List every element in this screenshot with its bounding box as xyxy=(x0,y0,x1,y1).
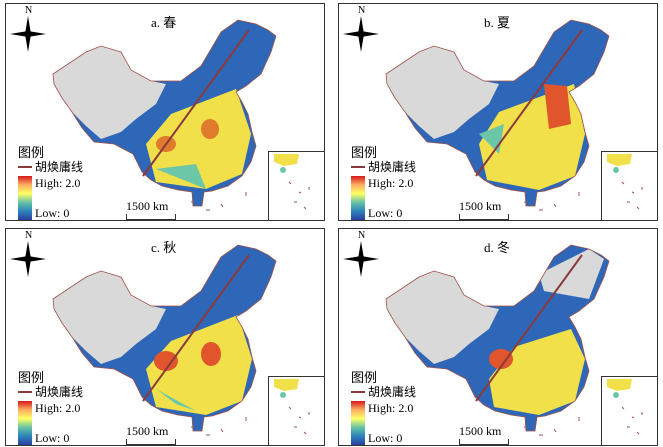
legend-low: Low: 0 xyxy=(35,206,70,220)
legend: 图例 胡焕庸线 High: 2.0 Low: 0 xyxy=(18,371,83,445)
north-arrow-icon: N xyxy=(10,5,46,52)
north-arrow-icon: N xyxy=(343,5,379,52)
color-ramp: High: 2.0 Low: 0 xyxy=(351,176,416,220)
legend-heading: 图例 xyxy=(351,145,378,160)
legend-high: High: 2.0 xyxy=(35,176,81,190)
scale-bar: 1500 km xyxy=(459,424,509,445)
scale-bar: 1500 km xyxy=(126,199,176,220)
south-china-sea-inset xyxy=(268,376,324,445)
china-map xyxy=(52,244,277,436)
scale-bar: 1500 km xyxy=(459,199,509,220)
legend-low: Low: 0 xyxy=(368,431,403,445)
panel-title: c. 秋 xyxy=(151,240,177,255)
legend-high: High: 2.0 xyxy=(368,401,414,415)
china-map xyxy=(52,19,277,211)
color-ramp: High: 2.0 Low: 0 xyxy=(18,176,83,220)
map-panel-spring: a. 春 N 图例 胡焕庸线 High: 2.0 Low: 0 1500 km xyxy=(5,3,325,221)
legend: 图例 胡焕庸线 High: 2.0 Low: 0 xyxy=(351,146,416,220)
panel-title: d. 冬 xyxy=(484,240,511,255)
hu-line xyxy=(142,29,250,177)
panel-title: a. 春 xyxy=(151,15,177,30)
color-ramp: High: 2.0 Low: 0 xyxy=(18,401,83,445)
legend-heading: 图例 xyxy=(18,370,45,385)
map-panel-autumn: c. 秋 N 图例 胡焕庸线 High: 2.0 Low: 0 1500 km xyxy=(5,228,325,446)
north-arrow-icon: N xyxy=(10,230,46,277)
legend-high: High: 2.0 xyxy=(35,401,81,415)
legend-hu-line: 胡焕庸线 xyxy=(18,160,83,174)
legend: 图例 胡焕庸线 High: 2.0 Low: 0 xyxy=(18,146,83,220)
compass-label: N xyxy=(358,5,365,16)
compass-label: N xyxy=(358,230,365,241)
legend-low: Low: 0 xyxy=(368,206,403,220)
map-panel-summer: b. 夏 N 图例 胡焕庸线 High: 2.0 Low: 0 1500 km xyxy=(338,3,658,221)
hu-line xyxy=(475,29,583,177)
compass-label: N xyxy=(25,230,32,241)
south-china-sea-inset xyxy=(601,151,657,220)
china-map xyxy=(385,244,610,436)
hu-line xyxy=(475,254,583,402)
north-arrow-icon: N xyxy=(343,230,379,277)
hu-line xyxy=(142,254,250,402)
legend-heading: 图例 xyxy=(18,145,45,160)
compass-label: N xyxy=(25,5,32,16)
scale-bar: 1500 km xyxy=(126,424,176,445)
legend-hu-line: 胡焕庸线 xyxy=(351,160,416,174)
legend-hu-line: 胡焕庸线 xyxy=(351,385,416,399)
legend: 图例 胡焕庸线 High: 2.0 Low: 0 xyxy=(351,371,416,445)
panel-title: b. 夏 xyxy=(484,15,511,30)
south-china-sea-inset xyxy=(601,376,657,445)
south-china-sea-inset xyxy=(268,151,324,220)
legend-high: High: 2.0 xyxy=(368,176,414,190)
map-panel-winter: d. 冬 N 图例 胡焕庸线 High: 2.0 Low: 0 1500 km xyxy=(338,228,658,446)
legend-heading: 图例 xyxy=(351,370,378,385)
legend-low: Low: 0 xyxy=(35,431,70,445)
china-map xyxy=(385,19,610,211)
legend-hu-line: 胡焕庸线 xyxy=(18,385,83,399)
color-ramp: High: 2.0 Low: 0 xyxy=(351,401,416,445)
